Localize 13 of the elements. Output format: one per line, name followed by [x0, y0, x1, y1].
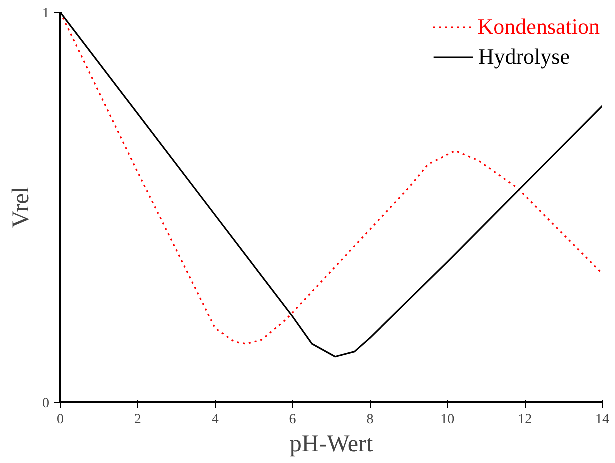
- x-tick-label: 2: [134, 412, 142, 428]
- x-tick-label: 6: [289, 412, 296, 428]
- legend-label: Hydrolyse: [478, 44, 570, 70]
- x-tick-label: 12: [518, 412, 532, 428]
- y-axis-title: Vrel: [8, 186, 34, 228]
- x-axis-title: pH-Wert: [290, 432, 374, 458]
- x-tick-label: 8: [366, 412, 374, 428]
- x-tick-label: 0: [57, 412, 64, 428]
- y-tick-label: 1: [42, 6, 50, 22]
- x-tick-label: 10: [440, 412, 455, 428]
- x-tick-label: 4: [212, 412, 219, 428]
- x-tick-label: 14: [596, 412, 610, 428]
- legend-label: Kondensation: [478, 14, 600, 40]
